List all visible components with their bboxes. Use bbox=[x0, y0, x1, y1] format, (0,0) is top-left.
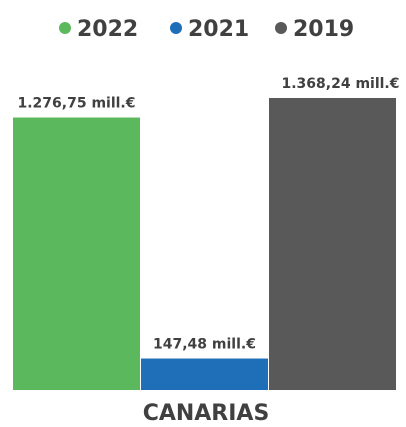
bar-2022 bbox=[13, 117, 140, 390]
bar-2021 bbox=[141, 358, 268, 390]
category-label: CANARIAS bbox=[143, 401, 270, 426]
legend-label-2022: 2022 bbox=[77, 17, 138, 42]
data-label-2021: 147,48 mill.€ bbox=[153, 337, 256, 353]
legend-marker-2022 bbox=[59, 22, 71, 34]
legend-label-2019: 2019 bbox=[293, 17, 354, 42]
data-label-2019: 1.368,24 mill.€ bbox=[281, 76, 399, 92]
bar-2019 bbox=[269, 98, 396, 390]
data-label-2022: 1.276,75 mill.€ bbox=[17, 96, 135, 112]
legend-marker-2021 bbox=[170, 22, 182, 34]
bars bbox=[13, 98, 396, 390]
legend-marker-2019 bbox=[275, 22, 287, 34]
legend-label-2021: 2021 bbox=[188, 17, 249, 42]
legend: 2022 2021 2019 bbox=[59, 17, 354, 42]
data-labels: 1.276,75 mill.€ 147,48 mill.€ 1.368,24 mil… bbox=[17, 76, 399, 353]
